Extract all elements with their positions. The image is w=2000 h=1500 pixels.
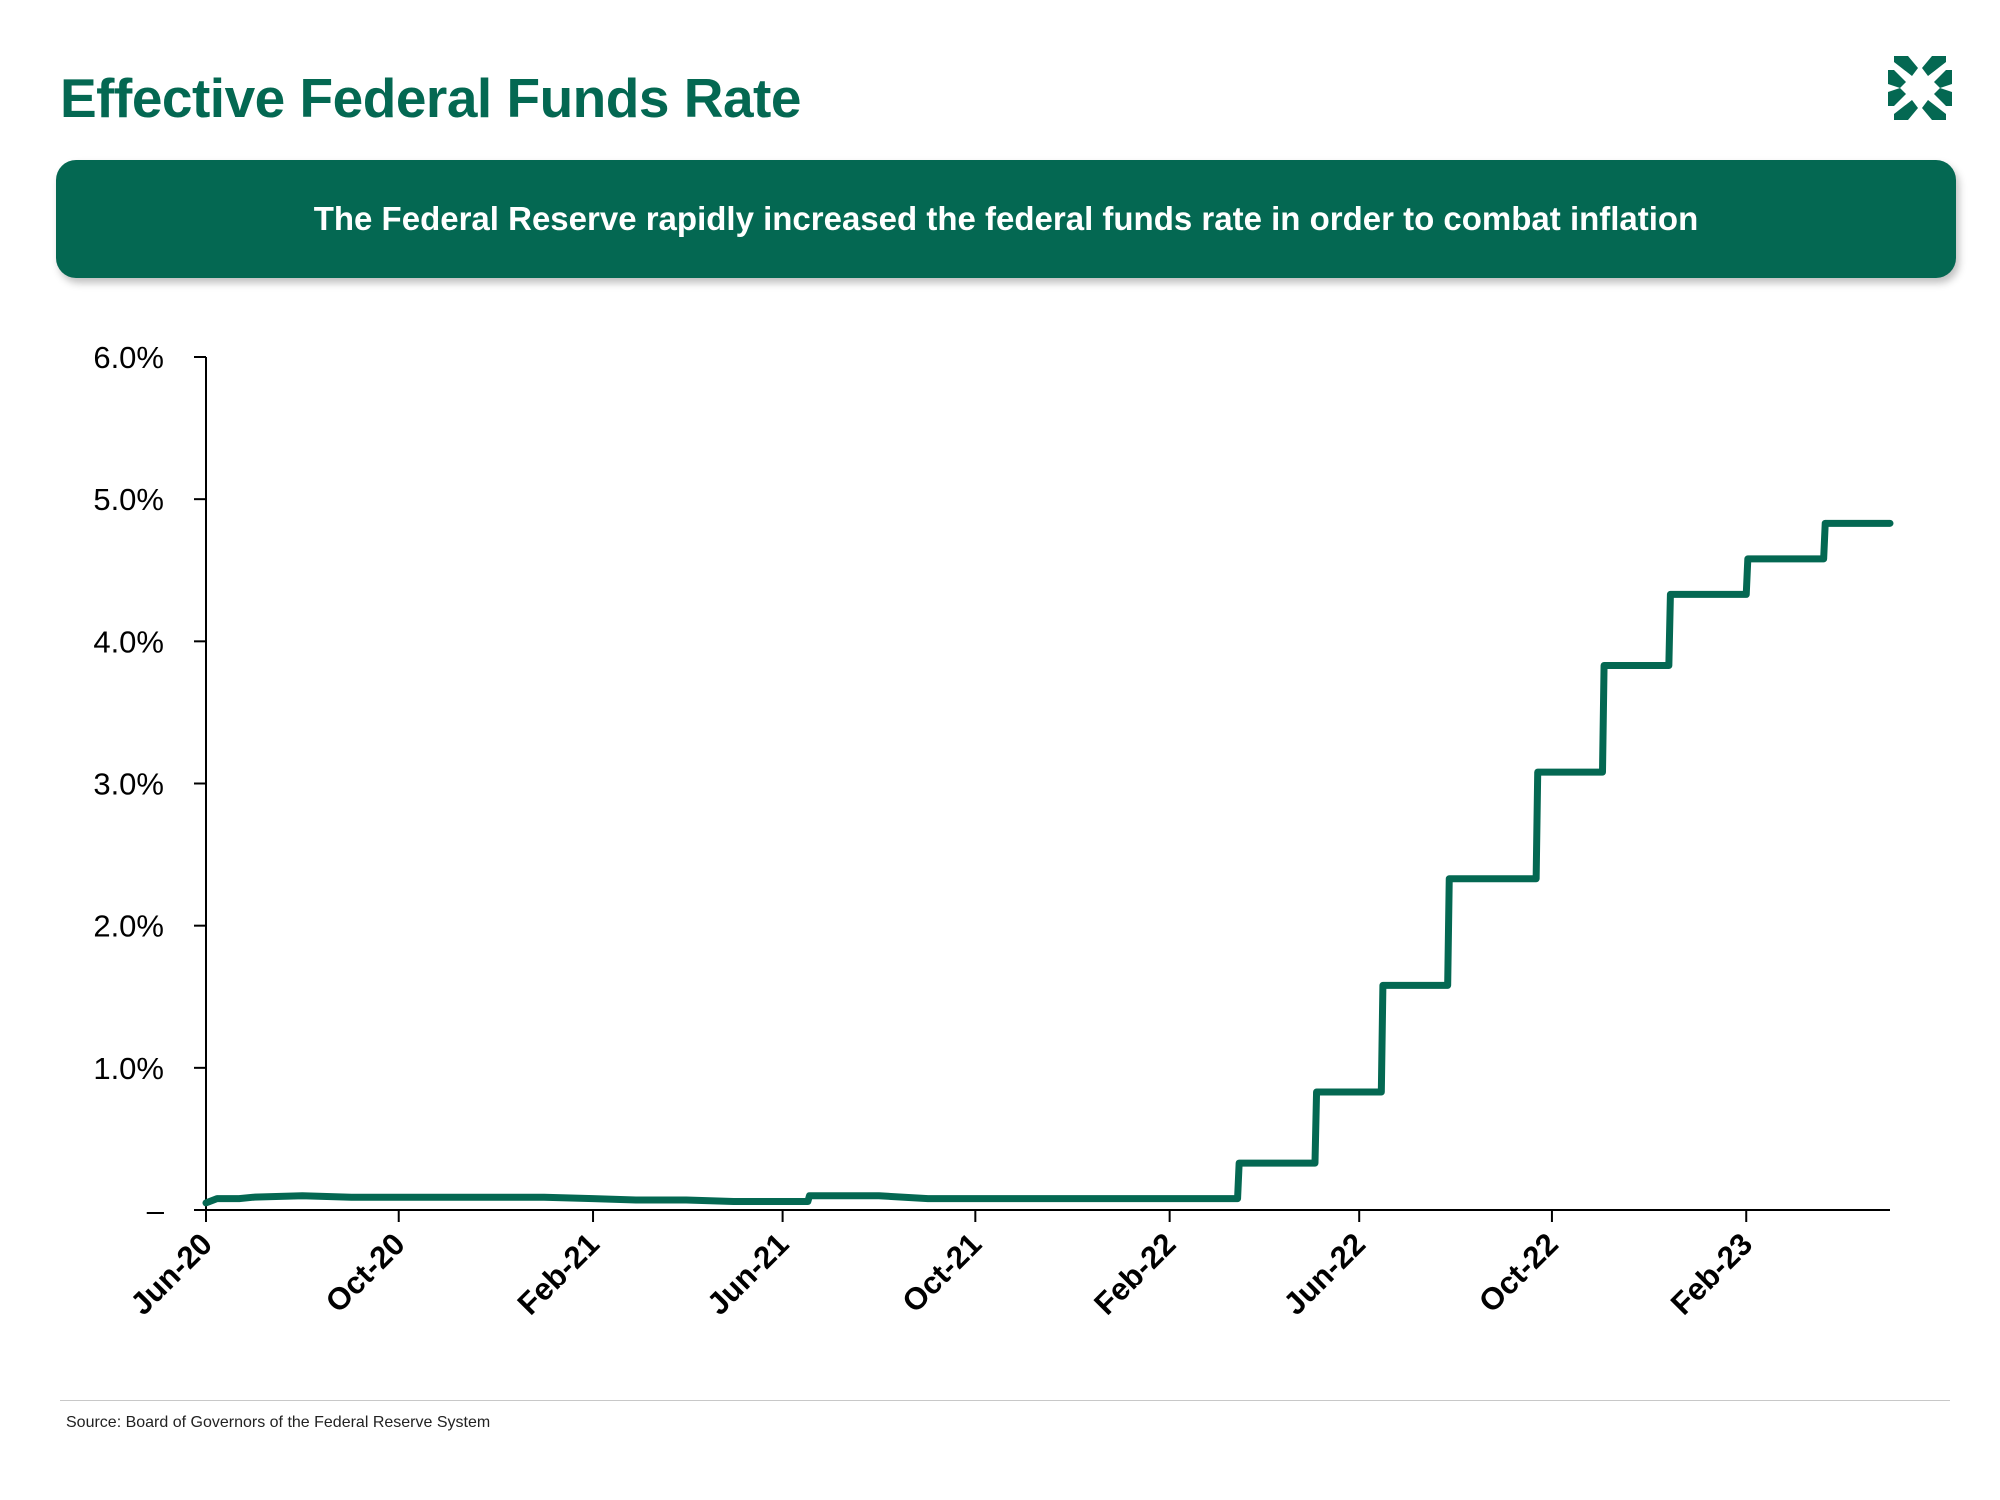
subtitle-text: The Federal Reserve rapidly increased th…: [313, 200, 1699, 237]
subtitle-banner: The Federal Reserve rapidly increased th…: [56, 160, 1956, 278]
y-tick-label: 3.0%: [93, 767, 164, 802]
x-tick-label: Feb-22: [1087, 1226, 1182, 1321]
chart-series: [202, 519, 1894, 1207]
chart-axes: [205, 357, 1890, 1211]
x-tick-label: Jun-20: [124, 1226, 219, 1321]
x-tick-label: Feb-21: [511, 1226, 606, 1321]
y-axis-ticks: – 1.0% 2.0% 3.0% 4.0% 5.0% 6.0%: [93, 340, 206, 1228]
brand-logo-icon: [1888, 56, 1952, 120]
x-tick-label: Jun-21: [700, 1226, 795, 1321]
x-tick-label: Oct-22: [1472, 1226, 1565, 1319]
series-line: [202, 519, 1894, 1207]
page-title: Effective Federal Funds Rate: [60, 67, 801, 129]
x-axis-ticks: Jun-20 Oct-20 Feb-21 Jun-21 Oct-21 Feb-22 Jun-…: [124, 1210, 1759, 1322]
y-tick-label: 5.0%: [93, 482, 164, 517]
y-tick-label: 1.0%: [93, 1051, 164, 1086]
x-tick-label: Feb-23: [1664, 1226, 1759, 1321]
y-tick-label: 4.0%: [93, 624, 164, 659]
x-tick-label: Oct-21: [895, 1226, 988, 1319]
x-tick-label: Oct-20: [319, 1226, 412, 1319]
y-tick-label: –: [147, 1193, 165, 1228]
source-note: Source: Board of Governors of the Federa…: [66, 1414, 491, 1431]
y-tick-label: 2.0%: [93, 909, 164, 944]
x-tick-label: Jun-22: [1277, 1226, 1372, 1321]
footer-divider: [60, 1400, 1950, 1401]
y-tick-label: 6.0%: [93, 340, 164, 375]
